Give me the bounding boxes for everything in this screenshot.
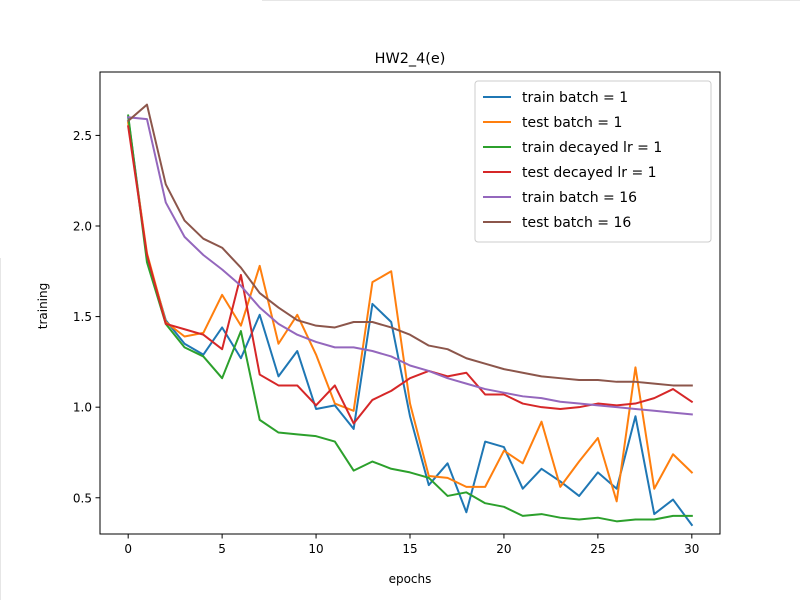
series-layer <box>126 103 694 527</box>
series-line-train-batch-1 <box>127 116 694 527</box>
legend-label-test-batch-1: test batch = 1 <box>522 115 622 131</box>
y-tick-label: 2.5 <box>73 129 92 143</box>
series-line-test-batch-1 <box>127 121 694 503</box>
y-tick-label: 1.0 <box>73 401 92 415</box>
series-line-test-decayed-lr-1 <box>127 125 694 425</box>
series-line-train-decayed-lr-1 <box>127 114 693 523</box>
series-line-train-batch-16 <box>127 116 693 416</box>
x-tick-label: 20 <box>496 542 511 556</box>
y-tick-label: 2.0 <box>73 220 92 234</box>
legend-label-train-batch-1: train batch = 1 <box>522 90 628 106</box>
legend-box <box>474 80 712 243</box>
series-line-test-batch-16 <box>126 103 693 387</box>
legend: train batch = 1 test batch = 1 train decay… <box>474 80 712 243</box>
x-tick-label: 10 <box>308 542 323 556</box>
x-tick-label: 0 <box>124 542 132 556</box>
legend-label-test-decayed-lr-1: test decayed lr = 1 <box>522 165 657 181</box>
chart-title: HW2_4(e) <box>375 51 446 67</box>
legend-label-train-decayed-lr-1: train decayed lr = 1 <box>522 140 662 156</box>
legend-label-test-batch-16: test batch = 16 <box>522 215 631 231</box>
y-tick-label: 0.5 <box>73 491 92 505</box>
y-axis-label: training <box>36 283 50 330</box>
x-tick-label: 30 <box>684 542 699 556</box>
x-axis-label: epochs <box>389 572 432 586</box>
legend-label-train-batch-16: train batch = 16 <box>522 190 637 206</box>
edge-line-top <box>262 0 800 1</box>
x-tick-label: 15 <box>402 542 417 556</box>
edge-line-left <box>0 258 1 600</box>
y-tick-label: 1.5 <box>73 310 92 324</box>
x-tick-label: 25 <box>590 542 605 556</box>
axes-layer: 0 5 10 15 20 25 30 0.5 1.0 1.5 2.0 2.5 <box>73 71 721 556</box>
x-tick-label: 5 <box>218 542 226 556</box>
